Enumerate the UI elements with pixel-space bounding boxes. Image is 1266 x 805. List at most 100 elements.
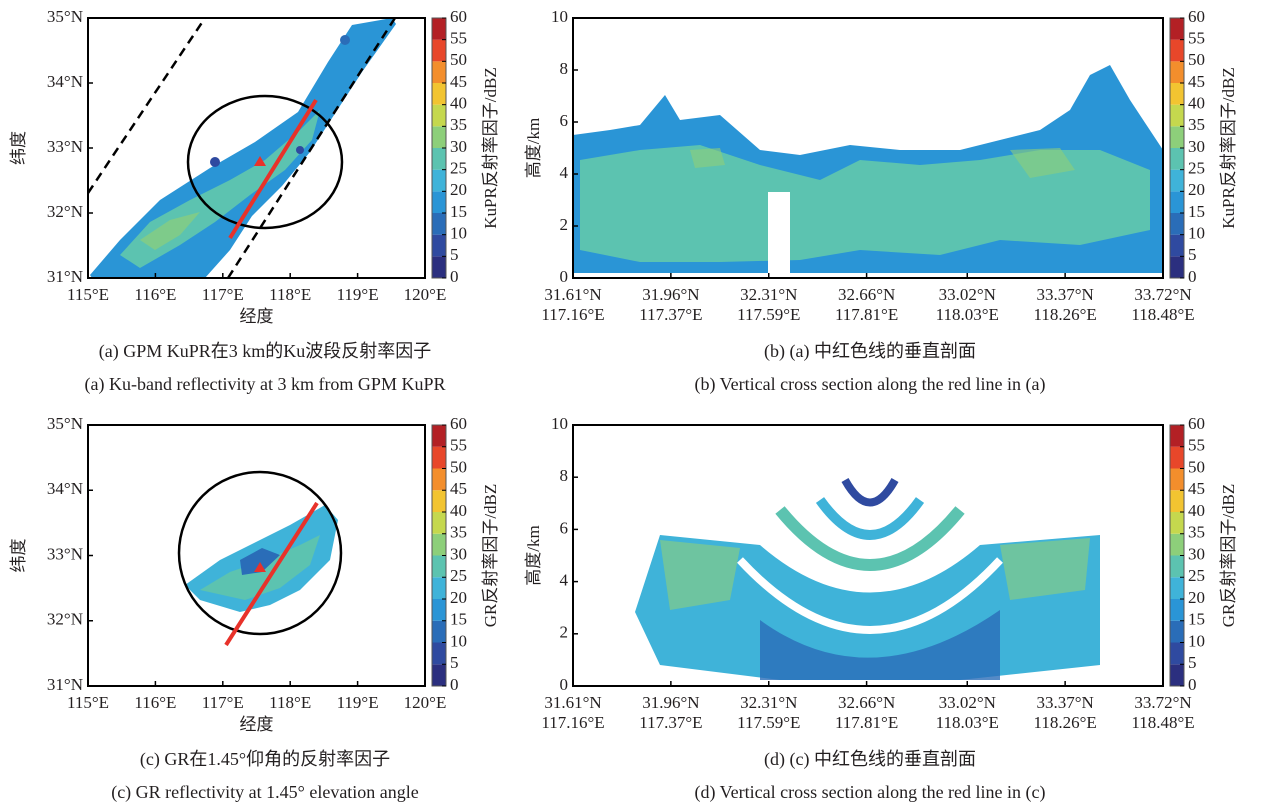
colorbar-tick-label: 25	[450, 159, 467, 178]
x-axis-label: 经度	[240, 307, 274, 326]
radar-range	[186, 94, 344, 230]
section-line	[224, 501, 319, 647]
x-tick-label: 118°E	[269, 693, 311, 712]
x-tick-label: 33.72°N	[1134, 285, 1191, 304]
x-tick-label: 32.66°N	[838, 285, 895, 304]
y-tick-label: 35°N	[47, 414, 83, 433]
echo-core	[660, 540, 740, 610]
y-tick-label: 32°N	[47, 610, 83, 629]
colorbar-tick-label: 15	[1188, 202, 1205, 221]
colorbar-tick-label: 45	[1188, 72, 1205, 91]
x-tick-sublabel: 117.59°E	[737, 713, 800, 732]
colorbar-tick-label: 40	[450, 94, 467, 113]
colorbar-tick-label: 15	[450, 202, 467, 221]
colorbar-tick-label: 55	[1188, 29, 1205, 48]
x-tick-label: 32.31°N	[740, 693, 797, 712]
reflectivity-field	[88, 18, 397, 278]
y-axis-label: 纬度	[9, 131, 28, 165]
colorbar-tick-label: 10	[1188, 631, 1205, 650]
colorbar-band	[432, 512, 446, 534]
colorbar-band	[1170, 169, 1184, 192]
x-tick-sublabel: 118.48°E	[1131, 713, 1194, 732]
y-tick-label: 8	[560, 466, 569, 485]
colorbar-band	[432, 490, 446, 512]
x-tick-sublabel: 118.03°E	[936, 305, 999, 324]
colorbar-band	[1170, 490, 1184, 512]
reflectivity-field	[185, 505, 338, 612]
swath-edge	[226, 18, 397, 278]
colorbar-tick-label: 15	[1188, 610, 1205, 629]
swath-edge	[88, 18, 207, 194]
x-tick-sublabel: 117.16°E	[541, 305, 604, 324]
x-tick-sublabel: 117.37°E	[639, 305, 702, 324]
caption-zh: (a) GPM KuPR在3 km的Ku波段反射率因子	[99, 341, 432, 362]
colorbar-band	[1170, 104, 1184, 127]
y-tick-label: 0	[560, 675, 569, 694]
colorbar-tick-label: 35	[450, 523, 467, 542]
colorbar-band	[1170, 533, 1184, 556]
y-axis-label: 高度/km	[524, 118, 543, 178]
colorbar-tick-label: 40	[1188, 501, 1205, 520]
echo-arc	[841, 477, 899, 507]
colorbar-band	[432, 555, 446, 578]
colorbar-tick-label: 30	[450, 137, 467, 156]
x-tick-label: 33.37°N	[1036, 693, 1093, 712]
colorbar-tick-label: 10	[1188, 224, 1205, 243]
colorbar-band	[432, 577, 446, 599]
colorbar-band	[432, 599, 446, 621]
colorbar-band	[432, 104, 446, 127]
data-gap	[768, 192, 790, 278]
x-tick-label: 116°E	[134, 285, 176, 304]
caption-zh: (b) (a) 中红色线的垂直剖面	[764, 341, 976, 362]
colorbar-band	[1170, 191, 1184, 213]
colorbar-band	[432, 148, 446, 170]
colorbar-band	[432, 61, 446, 83]
colorbar-label: KuPR反射率因子/dBZ	[481, 67, 500, 229]
colorbar-band	[1170, 234, 1184, 257]
colorbar-tick-label: 60	[1188, 414, 1205, 433]
colorbar-tick-label: 15	[450, 610, 467, 629]
colorbar-band	[432, 18, 446, 40]
colorbar-tick-label: 0	[450, 675, 459, 694]
colorbar-label: GR反射率因子/dBZ	[1219, 484, 1238, 628]
colorbar-tick-label: 20	[1188, 180, 1205, 199]
colorbar-band	[432, 213, 446, 235]
x-tick-label: 31.96°N	[642, 693, 699, 712]
colorbar-band	[1170, 642, 1184, 665]
x-tick-label: 116°E	[134, 693, 176, 712]
x-tick-label: 33.02°N	[939, 285, 996, 304]
caption-en: (c) GR reflectivity at 1.45° elevation a…	[111, 782, 419, 803]
caption-zh: (d) (c) 中红色线的垂直剖面	[764, 749, 976, 770]
colorbar-tick-label: 40	[450, 501, 467, 520]
reflectivity-section	[635, 477, 1100, 680]
y-tick-label: 31°N	[47, 675, 83, 694]
colorbar-band	[432, 664, 446, 686]
x-tick-label: 120°E	[404, 285, 447, 304]
colorbar-tick-label: 35	[450, 115, 467, 134]
colorbar-tick-label: 50	[1188, 457, 1205, 476]
colorbar-tick-label: 30	[450, 544, 467, 563]
plot-frame	[572, 17, 1164, 279]
colorbar-tick-label: 20	[450, 180, 467, 199]
x-tick-label: 115°E	[67, 285, 109, 304]
x-tick-sublabel: 117.81°E	[835, 713, 898, 732]
y-tick-label: 33°N	[47, 137, 83, 156]
colorbar-tick-label: 30	[1188, 137, 1205, 156]
rain-core	[240, 548, 280, 575]
y-tick-label: 10	[551, 414, 568, 433]
rain-core	[140, 212, 200, 250]
colorbar-tick-label: 30	[1188, 544, 1205, 563]
colorbar-band	[1170, 425, 1184, 447]
x-tick-sublabel: 117.81°E	[835, 305, 898, 324]
colorbar-tick-label: 45	[450, 72, 467, 91]
colorbar-band	[1170, 213, 1184, 235]
radar-site	[254, 562, 266, 572]
caption-en: (a) Ku-band reflectivity at 3 km from GP…	[85, 374, 446, 395]
reflectivity-section	[573, 65, 1163, 278]
y-tick-label: 33°N	[47, 544, 83, 563]
x-tick-label: 31.61°N	[544, 285, 601, 304]
colorbar-tick-label: 10	[450, 631, 467, 650]
colorbar-tick-label: 25	[1188, 159, 1205, 178]
radar-site	[254, 156, 266, 166]
colorbar-band	[1170, 446, 1184, 469]
